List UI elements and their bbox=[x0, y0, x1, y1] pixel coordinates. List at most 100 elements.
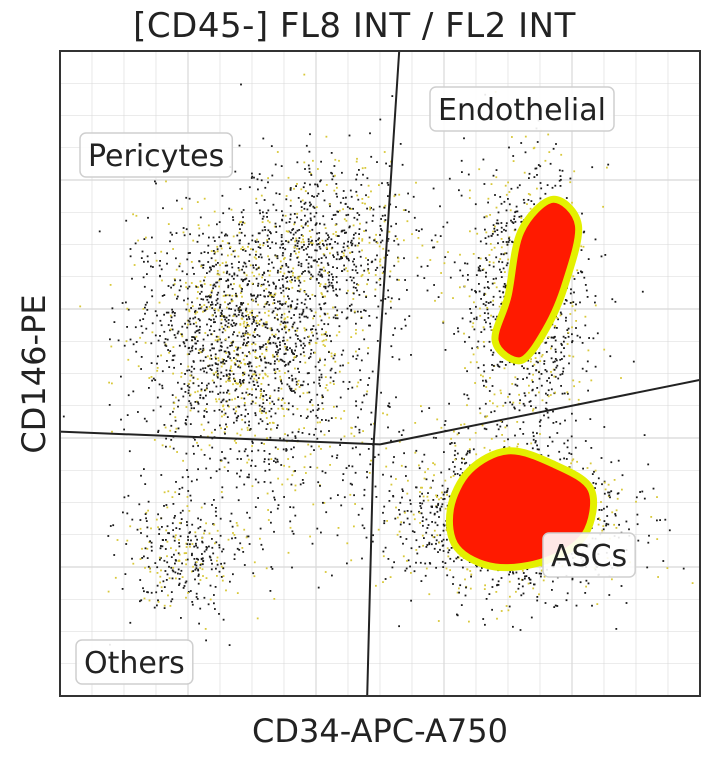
data-point bbox=[192, 376, 195, 379]
data-point bbox=[352, 286, 355, 289]
data-point bbox=[335, 405, 338, 408]
data-point bbox=[305, 247, 308, 250]
data-point bbox=[190, 407, 193, 410]
data-point bbox=[365, 221, 368, 224]
data-point bbox=[263, 357, 266, 360]
data-point bbox=[616, 497, 619, 500]
data-point bbox=[246, 332, 249, 335]
data-point bbox=[211, 379, 214, 382]
data-point bbox=[221, 496, 224, 499]
data-point bbox=[185, 419, 187, 421]
data-point bbox=[318, 379, 321, 381]
data-point bbox=[322, 266, 325, 269]
data-point bbox=[193, 367, 196, 370]
data-point bbox=[432, 187, 435, 190]
data-point bbox=[530, 200, 533, 202]
data-point bbox=[239, 228, 241, 230]
data-point bbox=[181, 562, 183, 565]
data-point bbox=[440, 292, 443, 294]
data-point bbox=[272, 355, 275, 358]
data-point bbox=[301, 432, 304, 434]
data-point bbox=[303, 291, 306, 293]
data-point bbox=[251, 234, 254, 237]
data-point bbox=[497, 428, 500, 431]
data-point bbox=[474, 227, 477, 230]
data-point bbox=[296, 303, 299, 305]
data-point bbox=[324, 358, 326, 361]
data-point bbox=[316, 527, 319, 530]
data-point bbox=[249, 361, 252, 364]
data-point bbox=[378, 245, 381, 248]
data-point bbox=[404, 209, 407, 211]
data-point bbox=[428, 593, 431, 596]
data-point bbox=[198, 319, 201, 322]
data-point bbox=[314, 428, 317, 430]
data-point bbox=[265, 417, 268, 419]
data-point bbox=[514, 220, 517, 223]
data-point bbox=[246, 461, 249, 464]
data-point bbox=[442, 498, 445, 501]
data-point bbox=[155, 591, 158, 594]
data-point bbox=[238, 475, 241, 478]
data-point bbox=[440, 272, 442, 274]
data-point bbox=[304, 214, 306, 217]
data-point bbox=[265, 428, 268, 430]
data-point bbox=[145, 517, 147, 520]
data-point bbox=[267, 295, 269, 298]
data-point bbox=[157, 513, 159, 516]
data-point bbox=[296, 247, 298, 250]
data-point bbox=[156, 584, 159, 587]
data-point bbox=[310, 349, 313, 351]
data-point bbox=[308, 167, 311, 170]
data-point bbox=[234, 412, 237, 415]
data-point bbox=[334, 360, 337, 363]
data-point bbox=[187, 389, 190, 392]
data-point bbox=[253, 384, 256, 386]
data-point bbox=[243, 373, 246, 376]
data-point bbox=[385, 465, 388, 468]
data-point bbox=[555, 366, 558, 369]
data-point bbox=[572, 355, 575, 358]
data-point bbox=[141, 250, 144, 253]
data-point bbox=[583, 230, 586, 233]
data-point bbox=[218, 306, 221, 309]
data-point bbox=[313, 381, 315, 384]
data-point bbox=[375, 241, 378, 243]
data-point bbox=[157, 526, 159, 529]
data-point bbox=[228, 273, 231, 276]
data-point bbox=[322, 253, 325, 255]
data-point bbox=[425, 478, 428, 481]
data-point bbox=[197, 527, 200, 530]
data-point bbox=[478, 283, 480, 285]
data-point bbox=[190, 499, 192, 502]
data-point bbox=[156, 572, 159, 574]
data-point bbox=[245, 307, 248, 310]
data-point bbox=[590, 379, 593, 382]
data-point bbox=[350, 208, 352, 210]
data-point bbox=[213, 347, 215, 350]
data-point bbox=[226, 391, 228, 394]
data-point bbox=[374, 258, 377, 261]
data-point bbox=[172, 535, 175, 538]
data-point bbox=[346, 245, 349, 248]
data-point bbox=[543, 575, 546, 578]
data-point bbox=[210, 431, 213, 434]
data-point bbox=[482, 375, 484, 378]
data-point bbox=[609, 496, 611, 499]
data-point bbox=[215, 470, 218, 473]
data-point bbox=[229, 367, 232, 370]
data-point bbox=[350, 195, 353, 198]
data-point bbox=[308, 343, 311, 346]
data-point bbox=[288, 310, 291, 313]
data-point bbox=[269, 362, 272, 365]
data-point bbox=[358, 431, 361, 434]
data-point bbox=[322, 244, 325, 247]
data-point bbox=[625, 602, 628, 604]
data-point bbox=[240, 278, 243, 281]
data-point bbox=[139, 519, 142, 521]
data-point bbox=[552, 337, 555, 339]
data-point bbox=[220, 313, 223, 316]
data-point bbox=[474, 382, 476, 384]
data-point bbox=[268, 294, 271, 297]
data-point bbox=[245, 326, 247, 329]
